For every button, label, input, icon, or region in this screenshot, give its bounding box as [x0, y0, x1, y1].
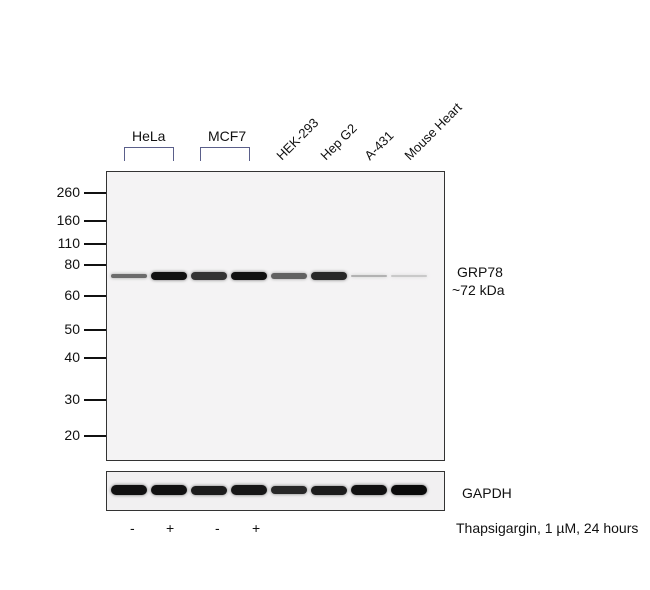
grp78-band — [351, 274, 387, 278]
marker-tick — [84, 192, 106, 194]
marker-tick — [84, 329, 106, 331]
bracket-hela — [124, 147, 174, 161]
grp78-blot-panel — [106, 171, 445, 461]
grp78-band — [271, 273, 307, 279]
marker-tick — [84, 357, 106, 359]
gapdh-blot-panel — [106, 471, 445, 511]
marker-label: 60 — [64, 287, 80, 303]
marker-tick — [84, 243, 106, 245]
marker-tick — [84, 264, 106, 266]
lane-label-hepg2: Hep G2 — [317, 120, 360, 163]
grp78-band — [191, 272, 227, 280]
treatment-sign: - — [130, 520, 135, 536]
lane-label-a431: A-431 — [361, 127, 397, 163]
lane-label-mouse-heart: Mouse Heart — [401, 99, 465, 163]
treatment-label: Thapsigargin, 1 µM, 24 hours — [456, 520, 639, 536]
marker-tick — [84, 295, 106, 297]
marker-label: 20 — [64, 427, 80, 443]
gapdh-band — [311, 485, 347, 495]
marker-label: 80 — [64, 256, 80, 272]
group-label-hela: HeLa — [132, 128, 166, 144]
target-size: ~72 kDa — [452, 282, 505, 298]
gapdh-band — [231, 485, 267, 495]
treatment-sign: + — [252, 520, 261, 536]
grp78-band — [111, 273, 147, 279]
grp78-band — [151, 271, 187, 281]
treatment-sign: + — [166, 520, 175, 536]
grp78-band — [231, 271, 267, 281]
marker-tick — [84, 435, 106, 437]
gapdh-band — [351, 485, 387, 495]
target-name: GRP78 — [457, 264, 503, 280]
marker-label: 30 — [64, 391, 80, 407]
marker-tick — [84, 399, 106, 401]
group-label-mcf7: MCF7 — [208, 128, 247, 144]
grp78-band — [391, 275, 427, 278]
treatment-sign: - — [215, 520, 220, 536]
grp78-band — [311, 272, 347, 280]
marker-tick — [84, 220, 106, 222]
marker-label: 110 — [57, 235, 80, 251]
loading-control-label: GAPDH — [462, 485, 512, 501]
bracket-mcf7 — [200, 147, 250, 161]
lane-label-hek293: HEK-293 — [273, 115, 322, 163]
marker-label: 50 — [64, 321, 80, 337]
gapdh-band — [151, 485, 187, 495]
gapdh-band — [391, 485, 427, 495]
gapdh-band — [271, 485, 307, 495]
marker-label: 260 — [56, 184, 80, 200]
marker-label: 160 — [56, 212, 80, 228]
gapdh-band — [111, 485, 147, 495]
gapdh-band — [191, 485, 227, 495]
marker-label: 40 — [64, 349, 80, 365]
